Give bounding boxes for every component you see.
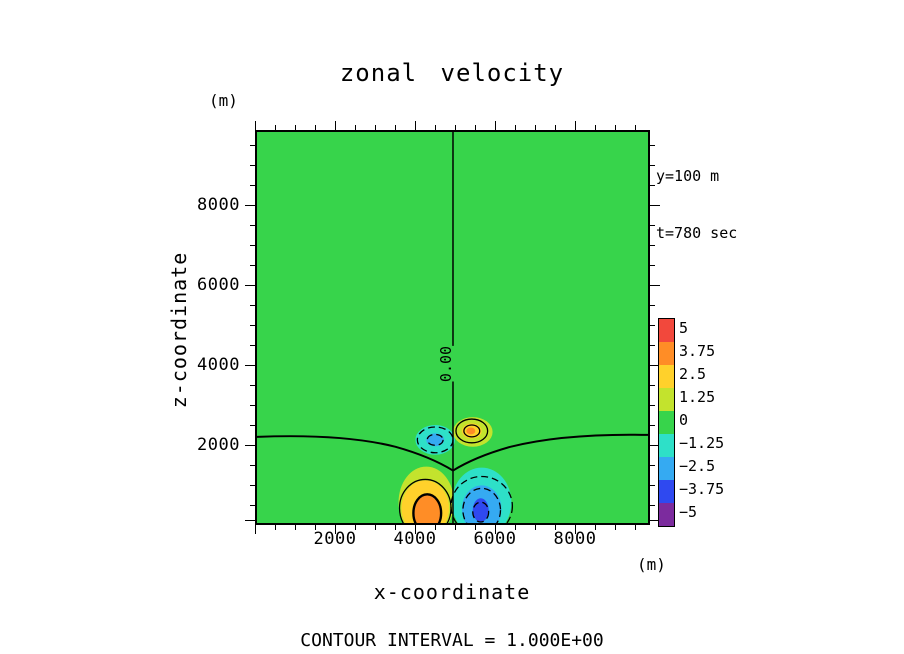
colorbar: [658, 318, 675, 527]
colorbar-segment: [659, 503, 674, 526]
x-axis-top-major-ticks: [255, 121, 650, 130]
contour-interval-note: CONTOUR INTERVAL = 1.000E+00: [300, 630, 604, 651]
negative-contours: [416, 426, 514, 523]
y-tick-label: 8000: [197, 195, 240, 215]
y-axis-left-major-ticks: [245, 130, 255, 525]
slice-y-annotation: y=100 m: [656, 167, 720, 185]
colorbar-label: 3.75: [679, 342, 716, 360]
negative-cell-upper: [415, 425, 455, 455]
colorbar-label: 1.25: [679, 388, 716, 406]
y-tick-label: 2000: [197, 435, 240, 455]
y-axis-label: z-coordinate: [167, 251, 191, 409]
colorbar-label: 0: [679, 411, 689, 429]
y-axis-unit: (m): [209, 91, 238, 110]
colorbar-segment: [659, 411, 674, 434]
x-axis-bottom-major-ticks: [255, 525, 650, 534]
colorbar-label: −2.5: [679, 457, 716, 475]
x-tick-label: 8000: [553, 529, 597, 549]
x-axis-unit: (m): [637, 555, 666, 574]
x-tick-label: 2000: [313, 529, 357, 549]
colorbar-segment: [659, 342, 674, 365]
x-tick-label: 6000: [473, 529, 517, 549]
y-axis-right-major-ticks: [650, 130, 660, 525]
colorbar-label: 5: [679, 319, 689, 337]
colorbar-label: −3.75: [679, 480, 725, 498]
colorbar-label: 2.5: [679, 365, 707, 383]
zero-contour-label: 0.00: [437, 345, 455, 383]
y-tick-label: 6000: [197, 275, 240, 295]
contour-field: [257, 132, 648, 523]
colorbar-segment: [659, 434, 674, 457]
colorbar-segment: [659, 457, 674, 480]
colorbar-label: −5: [679, 503, 698, 521]
y-tick-label: 4000: [197, 355, 240, 375]
x-tick-label: 4000: [393, 529, 437, 549]
colorbar-label: −1.25: [679, 434, 725, 452]
colorbar-segment: [659, 480, 674, 503]
slice-annotation: y=100 m t=780 sec: [656, 129, 737, 281]
chart-title: zonal velocity: [339, 59, 565, 87]
colorbar-segment: [659, 319, 674, 342]
colorbar-segment: [659, 388, 674, 411]
colorbar-segment: [659, 365, 674, 388]
plot-area: [255, 130, 650, 525]
slice-time-annotation: t=780 sec: [656, 224, 738, 242]
x-axis-label: x-coordinate: [373, 580, 531, 604]
negative-cell-lower: [452, 467, 512, 523]
zero-contour-lines: [257, 132, 648, 523]
